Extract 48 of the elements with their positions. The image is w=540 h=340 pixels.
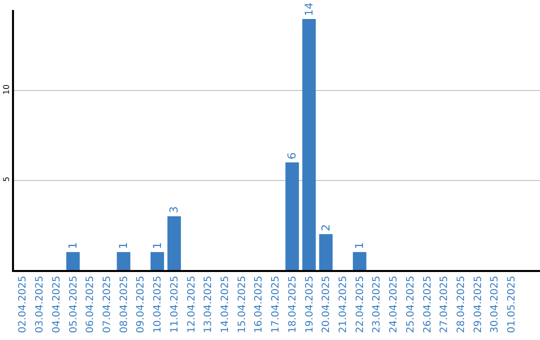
y-tick-label: 10 bbox=[2, 84, 12, 95]
x-tick-label: 11.04.2025 bbox=[169, 276, 180, 334]
x-tick-label: 27.04.2025 bbox=[439, 276, 450, 334]
bar bbox=[66, 252, 80, 270]
bar bbox=[150, 252, 164, 270]
bar bbox=[285, 162, 299, 270]
data-label: 2 bbox=[319, 224, 332, 232]
x-tick-label: 23.04.2025 bbox=[372, 276, 383, 334]
x-tick-label: 12.04.2025 bbox=[186, 276, 198, 334]
x-tick-label: 19.04.2025 bbox=[304, 276, 316, 334]
x-tick-label: 15.04.2025 bbox=[236, 276, 248, 334]
data-label: 6 bbox=[286, 152, 299, 160]
y-tick-label: 5 bbox=[2, 176, 12, 182]
bar bbox=[352, 252, 366, 270]
x-tick-label: 04.04.2025 bbox=[51, 276, 62, 334]
x-tick-label: 05.04.2025 bbox=[68, 276, 80, 334]
x-tick-label: 06.04.2025 bbox=[85, 276, 96, 334]
x-tick-label: 29.04.2025 bbox=[472, 276, 484, 334]
x-tick-label: 01.05.2025 bbox=[506, 276, 518, 334]
x-tick-label: 08.04.2025 bbox=[118, 276, 130, 334]
data-label: 3 bbox=[168, 206, 181, 214]
data-label: 1 bbox=[353, 242, 366, 250]
x-tick-label: 17.04.2025 bbox=[270, 276, 282, 334]
x-tick-label: 30.04.2025 bbox=[490, 276, 501, 334]
x-tick-label: 28.04.2025 bbox=[456, 276, 468, 334]
x-tick-label: 26.04.2025 bbox=[422, 276, 434, 334]
x-tick-label: 13.04.2025 bbox=[203, 276, 214, 334]
x-tick-label: 24.04.2025 bbox=[388, 276, 400, 334]
x-tick-label: 10.04.2025 bbox=[152, 276, 164, 334]
x-tick-label: 25.04.2025 bbox=[405, 276, 416, 334]
bar bbox=[116, 252, 130, 270]
x-tick-label: 02.04.2025 bbox=[18, 276, 29, 334]
x-tick-label: 18.04.2025 bbox=[287, 276, 298, 334]
data-label: 1 bbox=[66, 242, 80, 250]
x-tick-label: 21.04.2025 bbox=[338, 276, 349, 334]
x-tick-label: 20.04.2025 bbox=[321, 276, 332, 334]
bar bbox=[167, 216, 181, 270]
data-label: 14 bbox=[303, 2, 316, 16]
data-label: 1 bbox=[150, 242, 164, 250]
x-tick-label: 14.04.2025 bbox=[220, 276, 231, 334]
x-tick-label: 07.04.2025 bbox=[102, 276, 113, 334]
bar bbox=[302, 18, 316, 270]
x-tick-label: 16.04.2025 bbox=[254, 276, 265, 334]
x-tick-label: 09.04.2025 bbox=[136, 276, 147, 334]
x-tick-label: 03.04.2025 bbox=[34, 276, 46, 334]
data-label: 1 bbox=[117, 242, 130, 250]
bar bbox=[319, 234, 333, 270]
x-tick-label: 22.04.2025 bbox=[354, 276, 366, 334]
